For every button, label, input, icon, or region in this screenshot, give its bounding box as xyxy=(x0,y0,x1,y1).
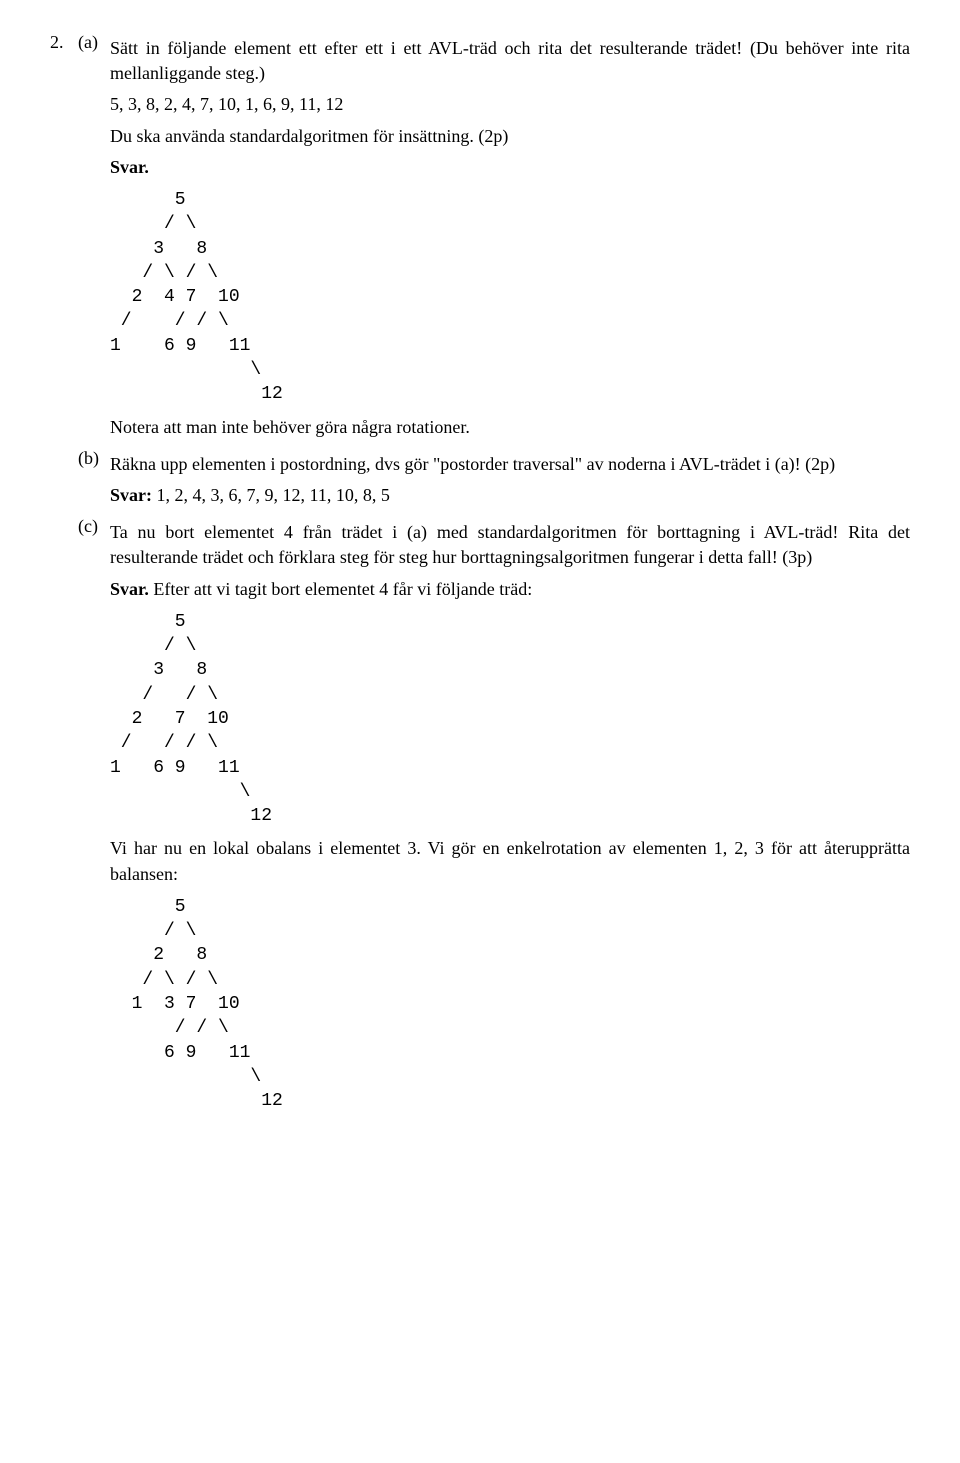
subpart-letter-a: (a) xyxy=(78,30,110,55)
subpart-a-content: Sätt in följande element ett efter ett i… xyxy=(110,30,910,446)
q2c-svar-label: Svar. xyxy=(110,579,149,599)
subpart-b: (b) Räkna upp elementen i postordning, d… xyxy=(78,446,910,514)
subpart-letter-c: (c) xyxy=(78,514,110,539)
q2c-tree2: 5 / \ 2 8 / \ / \ 1 3 7 10 / / \ 6 9 11 … xyxy=(110,895,910,1114)
q2b-svar: Svar: 1, 2, 4, 3, 6, 7, 9, 12, 11, 10, 8… xyxy=(110,483,910,508)
subpart-c-content: Ta nu bort elementet 4 från trädet i (a)… xyxy=(110,514,910,1121)
q2a-text2: Du ska använda standardalgoritmen för in… xyxy=(110,124,910,149)
subpart-b-content: Räkna upp elementen i postordning, dvs g… xyxy=(110,446,910,514)
subpart-letter-b: (b) xyxy=(78,446,110,471)
q2c-midtext: Vi har nu en lokal obalans i elementet 3… xyxy=(110,836,910,886)
q2a-tree: 5 / \ 3 8 / \ / \ 2 4 7 10 / / / \ 1 6 9… xyxy=(110,188,910,407)
q2b-svar-text: 1, 2, 4, 3, 6, 7, 9, 12, 11, 10, 8, 5 xyxy=(152,485,390,505)
q2a-numbers: 5, 3, 8, 2, 4, 7, 10, 1, 6, 9, 11, 12 xyxy=(110,92,910,117)
q2c-svar: Svar. Efter att vi tagit bort elementet … xyxy=(110,577,910,602)
q2a-note: Notera att man inte behöver göra några r… xyxy=(110,415,910,440)
q2c-svar-text: Efter att vi tagit bort elementet 4 får … xyxy=(149,579,532,599)
q2b-text: Räkna upp elementen i postordning, dvs g… xyxy=(110,452,910,477)
q2c-text: Ta nu bort elementet 4 från trädet i (a)… xyxy=(110,520,910,570)
q2a-text1: Sätt in följande element ett efter ett i… xyxy=(110,36,910,86)
q2c-tree1: 5 / \ 3 8 / / \ 2 7 10 / / / \ 1 6 9 11 … xyxy=(110,610,910,829)
q2a-svar-label: Svar. xyxy=(110,155,910,180)
subpart-c: (c) Ta nu bort elementet 4 från trädet i… xyxy=(78,514,910,1121)
question-2: 2. (a) Sätt in följande element ett efte… xyxy=(50,30,910,446)
question-number: 2. xyxy=(50,30,78,55)
q2b-svar-label: Svar: xyxy=(110,485,152,505)
